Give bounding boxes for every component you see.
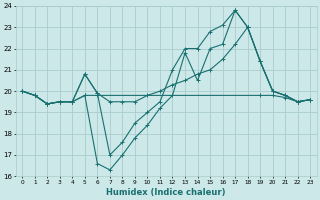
X-axis label: Humidex (Indice chaleur): Humidex (Indice chaleur) [107, 188, 226, 197]
